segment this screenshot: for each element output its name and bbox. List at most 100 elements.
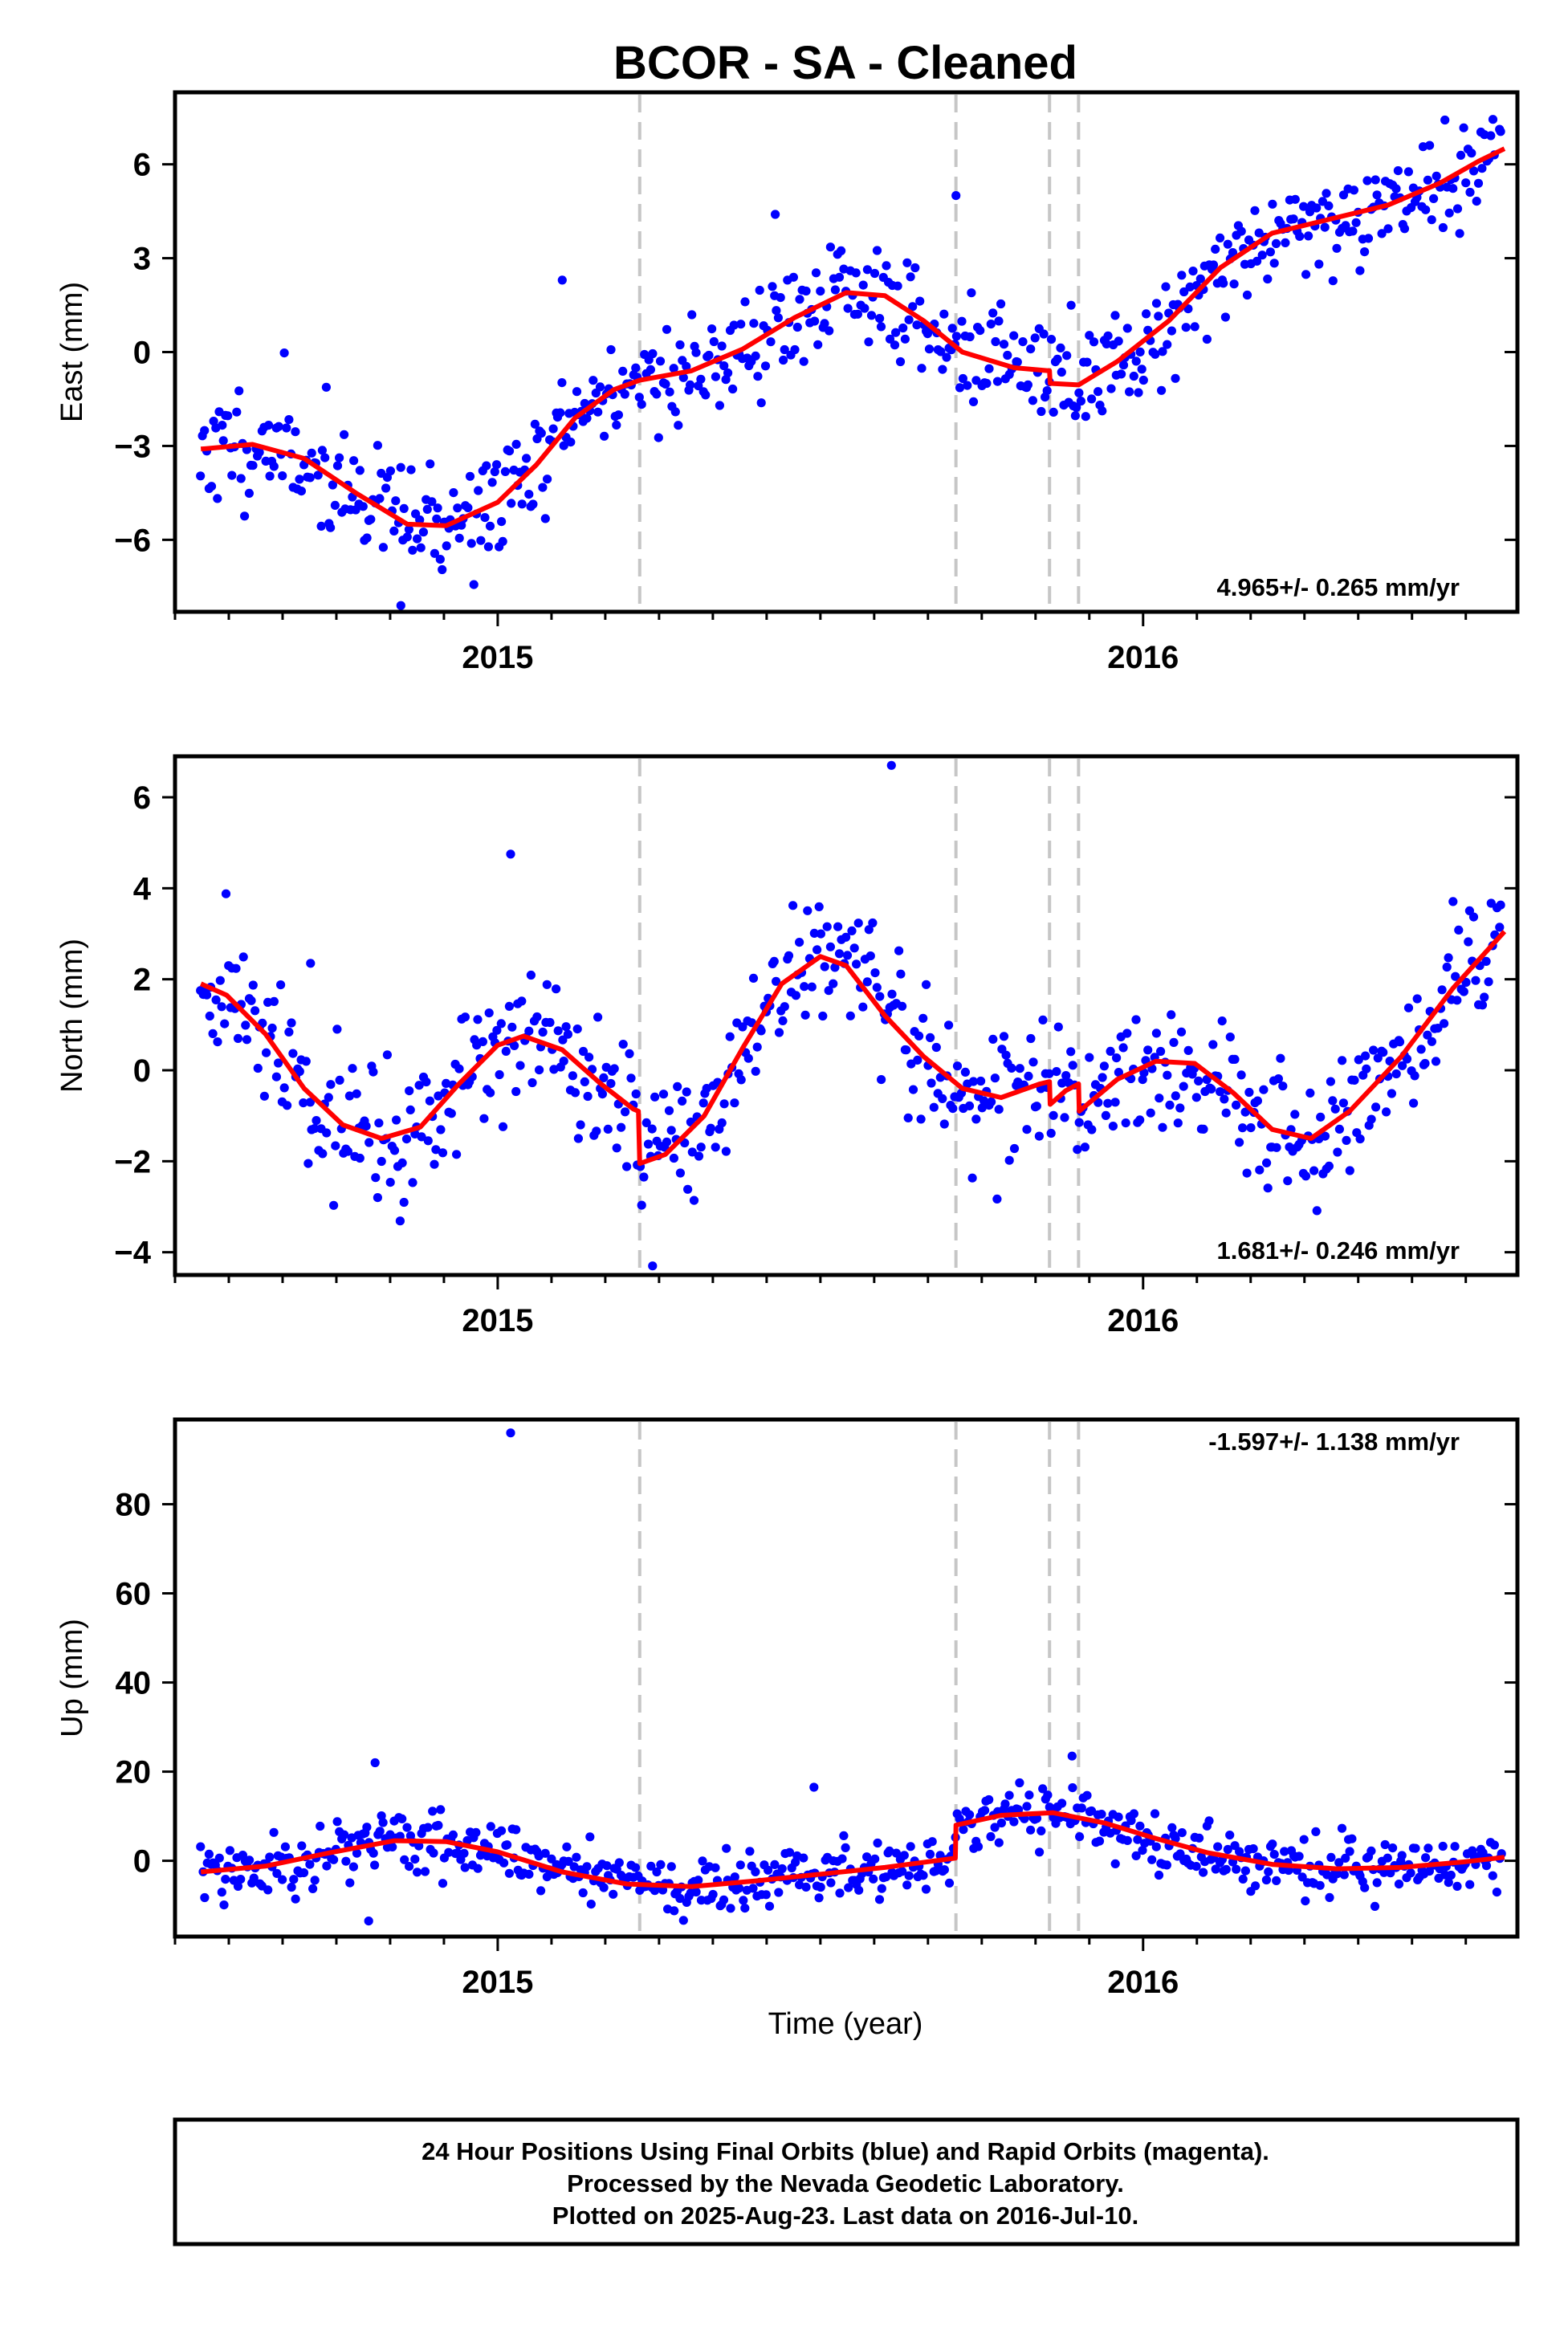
east-point [543, 475, 552, 484]
east-point [1219, 279, 1228, 288]
up-point [1147, 1855, 1157, 1864]
east-outlier-point [396, 601, 405, 610]
east-point [1355, 266, 1365, 275]
north-point [361, 1122, 371, 1131]
north-point [1103, 1098, 1113, 1108]
up-point [1386, 1868, 1395, 1878]
north-point [1199, 1124, 1208, 1134]
north-point [612, 1143, 621, 1153]
north-point [318, 1149, 328, 1159]
east-point [986, 320, 996, 329]
north-ytick-label: 0 [133, 1053, 151, 1089]
north-point [1481, 956, 1491, 966]
east-point [870, 268, 880, 279]
north-point [818, 1011, 828, 1021]
up-point [1154, 1870, 1164, 1880]
north-point [795, 938, 804, 947]
up-point [362, 1823, 372, 1832]
north-point [913, 1055, 922, 1065]
north-point [678, 1096, 687, 1106]
north-point [1309, 1166, 1319, 1175]
north-point [1138, 1075, 1147, 1085]
up-point [764, 1865, 773, 1875]
east-point [349, 456, 359, 466]
east-point [223, 411, 233, 421]
north-point [809, 928, 819, 938]
north-point [1416, 1045, 1426, 1054]
up-point [265, 1852, 275, 1862]
east-points [196, 92, 1505, 610]
east-point [487, 478, 497, 487]
up-point [405, 1862, 414, 1872]
north-ytick-label: −4 [114, 1236, 151, 1271]
north-point [452, 1150, 462, 1159]
north-ytick-label: 4 [133, 871, 152, 906]
north-point [299, 1098, 308, 1108]
north-point [772, 976, 781, 986]
east-point [196, 471, 206, 481]
up-point [249, 1873, 259, 1883]
up-point [1221, 1864, 1231, 1874]
east-point [373, 441, 382, 450]
up-point [504, 1868, 515, 1878]
east-point [511, 439, 521, 450]
east-point [1304, 231, 1313, 241]
up-point [1024, 1790, 1034, 1800]
east-point [1383, 224, 1393, 234]
north-point [563, 1029, 573, 1039]
up-ytick-label: 20 [116, 1755, 152, 1790]
north-point [689, 1196, 699, 1205]
north-point [1101, 1110, 1110, 1120]
up-point [1004, 1790, 1014, 1800]
up-point [236, 1875, 246, 1884]
east-point [408, 545, 417, 555]
up-point [1261, 1875, 1271, 1885]
east-point [691, 348, 701, 357]
north-point [1001, 1050, 1011, 1060]
north-point [597, 1090, 608, 1099]
north-point [1484, 977, 1493, 987]
footer-box [173, 2117, 1520, 2246]
north-point [864, 925, 874, 935]
north-point [1169, 1037, 1179, 1047]
up-point [740, 1904, 750, 1913]
north-point [1009, 1143, 1020, 1154]
up-point [1380, 1839, 1390, 1850]
north-point [752, 1042, 762, 1052]
east-point [1087, 394, 1097, 404]
east-point [1229, 279, 1239, 289]
north-point [639, 1172, 649, 1182]
east-point [882, 261, 891, 271]
north-point [683, 1184, 693, 1194]
north-point [1220, 1094, 1229, 1104]
north-point [952, 1061, 963, 1071]
east-point [1423, 175, 1432, 185]
east-point [490, 466, 499, 477]
north-point [631, 1089, 641, 1099]
north-point [1338, 1056, 1347, 1065]
north-point [914, 1031, 924, 1041]
up-point [1347, 1834, 1357, 1843]
up-point [835, 1888, 845, 1898]
up-point [1345, 1847, 1354, 1856]
north-point [778, 1016, 788, 1025]
up-point [599, 1883, 609, 1892]
east-point [1158, 347, 1167, 356]
north-point [1046, 1128, 1056, 1138]
north-point [538, 1027, 548, 1037]
east-point [1134, 388, 1143, 397]
east-point [1110, 311, 1120, 320]
north-point [1496, 900, 1505, 910]
north-point [1437, 985, 1447, 995]
up-point [1167, 1823, 1177, 1832]
north-ytick-label: 6 [133, 780, 151, 816]
north-point [1403, 1003, 1414, 1012]
up-point [906, 1842, 915, 1851]
north-point [1451, 971, 1460, 981]
east-point [662, 324, 672, 334]
north-xtick-label: 2015 [462, 1303, 533, 1338]
north-point [504, 1001, 515, 1011]
up-point [675, 1893, 685, 1904]
north-point [617, 1122, 626, 1132]
north-point [1338, 1098, 1348, 1108]
